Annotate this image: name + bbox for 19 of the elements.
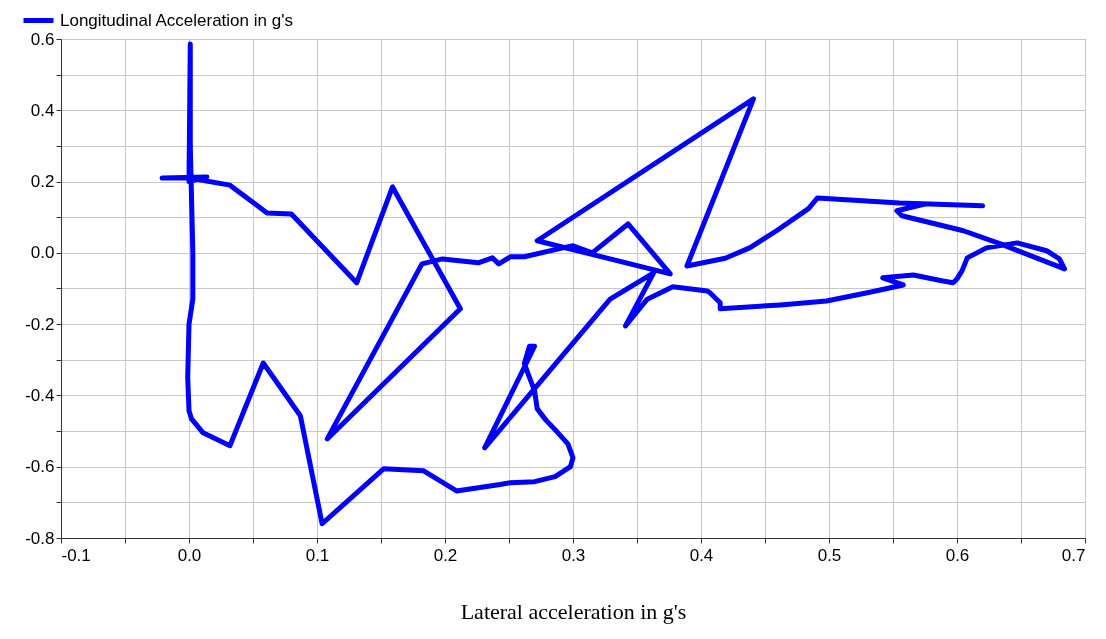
y-tick-label: 0.4 — [30, 100, 55, 120]
x-tick-label: 0.4 — [689, 545, 714, 565]
x-tick-label: -0.1 — [61, 545, 91, 565]
legend-label: Longitudinal Acceleration in g's — [60, 10, 293, 30]
y-tick-label: -0.8 — [25, 528, 55, 548]
x-tick-label: 0.7 — [1061, 545, 1086, 565]
x-axis-title: Lateral acceleration in g's — [460, 598, 687, 624]
x-tick-label: 0.5 — [817, 545, 842, 565]
y-tick-label: 0.0 — [30, 243, 55, 263]
x-tick-label: 0.6 — [945, 545, 970, 565]
x-tick-label: 0.1 — [305, 545, 330, 565]
x-tick-label: 0.3 — [561, 545, 586, 565]
x-tick-label: 0.0 — [177, 545, 202, 565]
y-tick-label: 0.2 — [30, 172, 55, 192]
y-tick-label: -0.2 — [25, 314, 55, 334]
y-tick-label: -0.6 — [25, 457, 55, 477]
y-tick-label: -0.4 — [25, 385, 55, 405]
x-tick-label: 0.2 — [433, 545, 458, 565]
y-tick-label: 0.6 — [30, 29, 55, 49]
